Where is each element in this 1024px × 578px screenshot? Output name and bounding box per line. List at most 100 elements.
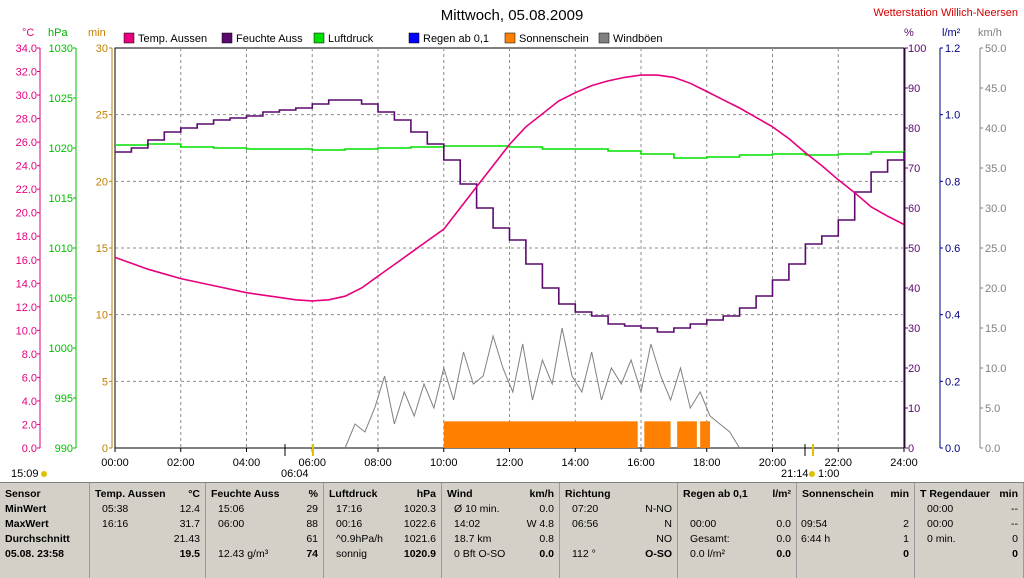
stats-column-header: T Regendauer min	[915, 487, 1023, 502]
stats-column: Sensor MinWert MaxWert Durchschnitt 05.08. 2…	[0, 483, 90, 578]
x-tick-label: 22:00	[824, 457, 852, 469]
legend-item: Luftdruck	[313, 32, 374, 45]
stats-row: 16:16 31.7	[90, 517, 205, 532]
legend-item: Regen ab 0,1	[408, 32, 489, 45]
stats-column-header: Wind km/h	[442, 487, 559, 502]
x-tick-label: 24:00	[890, 457, 918, 469]
stats-cell-value: 2	[903, 518, 909, 530]
chart-title: Mittwoch, 05.08.2009	[441, 7, 584, 24]
stats-row: 15:06 29	[206, 502, 323, 517]
moon-dot-right	[809, 471, 815, 477]
stats-row: 19.5	[90, 547, 205, 562]
stats-cell-value: 12.4	[179, 503, 200, 515]
stats-row: 00:00 --	[915, 517, 1023, 532]
tick-label: 14.0	[16, 278, 37, 290]
tick-label: 1015	[49, 193, 73, 205]
tick-label: 15.0	[985, 323, 1006, 335]
tick-label: 1030	[49, 43, 73, 55]
stats-cell-label: 0 min.	[927, 533, 956, 545]
stats-column-unit: l/m²	[772, 488, 791, 500]
stats-column-title: Sensor	[5, 488, 41, 500]
stats-cell-label: 6:44 h	[801, 533, 831, 545]
tick-label: 25.0	[985, 243, 1006, 255]
stats-cell-value: 1020.9	[403, 548, 436, 560]
unit-label-pct: %	[904, 27, 914, 39]
pressure-line	[115, 143, 905, 159]
stats-column-header: Sonnenschein min	[797, 487, 914, 502]
x-tick-label: 08:00	[364, 457, 392, 469]
stats-cell-value: 31.7	[179, 518, 200, 530]
stats-cell-value: 0.0	[539, 503, 554, 515]
stats-column-title: Luftdruck	[329, 488, 378, 500]
tick-label: 25	[96, 110, 108, 122]
stats-cell-value: 0	[1012, 533, 1018, 545]
x-tick-label: 02:00	[167, 457, 195, 469]
stats-row: Gesamt: 0.0	[678, 532, 796, 547]
x-tick-label: 06:00	[298, 457, 326, 469]
tick-label: 10	[96, 310, 108, 322]
tick-label: 45.0	[985, 83, 1006, 95]
stats-cell-value: 29	[306, 503, 318, 515]
tick-label: 1.2	[945, 43, 960, 55]
wind-gust-line	[344, 327, 741, 449]
stats-row: 00:00 0.0	[678, 517, 796, 532]
tick-label: 0.6	[945, 243, 960, 255]
stats-row	[678, 502, 796, 517]
stats-row: ^0.9hPa/h 1021.6	[324, 532, 441, 547]
axis-rain: 0.0 0.2 0.4 0.6 0.8 1.0 1.2	[939, 43, 960, 455]
stats-column-header: Sensor	[0, 487, 89, 502]
station-name: Wetterstation Willich-Neersen	[873, 7, 1018, 19]
tick-label: 1010	[49, 243, 73, 255]
stats-column-unit: °C	[188, 488, 200, 500]
stats-row: 12.43 g/m³ 74	[206, 547, 323, 562]
tick-label: 0.0	[945, 443, 960, 455]
tick-label: 22.0	[16, 184, 37, 196]
tick-label: 15	[96, 243, 108, 255]
unit-label-min: min	[88, 27, 106, 39]
legend-swatch	[123, 32, 135, 44]
x-tick-label: 14:00	[561, 457, 589, 469]
stats-row: 0	[915, 547, 1023, 562]
tick-label: 8.0	[22, 349, 37, 361]
tick-label: 10	[908, 403, 920, 415]
unit-label-temp: °C	[22, 27, 34, 39]
sunshine-bar	[443, 421, 638, 448]
stats-row: 61	[206, 532, 323, 547]
stats-cell-value: N	[664, 518, 672, 530]
grid-lines	[115, 48, 904, 448]
stats-row: 07:20 N-NO	[560, 502, 677, 517]
tick-label: 26.0	[16, 137, 37, 149]
stats-row: 14:02 W 4.8	[442, 517, 559, 532]
tick-label: 5	[102, 376, 108, 388]
stats-column: Richtung 07:20 N-NO 06:56 N NO 112 ° O-SO	[560, 483, 678, 578]
tick-label: 1005	[49, 293, 73, 305]
x-tick-label: 10:00	[430, 457, 458, 469]
legend-label: Luftdruck	[328, 33, 374, 45]
stats-cell-value: 1022.6	[403, 518, 436, 530]
tick-label: 16.0	[16, 255, 37, 267]
stats-column-header: Richtung	[560, 487, 677, 502]
stats-row-label: MinWert	[5, 503, 47, 515]
stats-cell-value: 74	[306, 548, 318, 560]
stats-column-header: Luftdruck hPa	[324, 487, 441, 502]
tick-label: 10.0	[16, 325, 37, 337]
stats-row: Durchschnitt	[0, 532, 89, 547]
stats-cell-label: Ø 10 min.	[454, 503, 500, 515]
stats-row: 6:44 h 1	[797, 532, 914, 547]
stats-cell-label: 16:16	[102, 518, 129, 530]
stats-cell-value: NO	[656, 533, 672, 545]
tick-label: 1025	[49, 93, 73, 105]
stats-cell-value: 0.0	[539, 548, 554, 560]
tick-label: 20.0	[985, 283, 1006, 295]
stats-cell-value: 61	[306, 533, 318, 545]
legend-label: Regen ab 0,1	[423, 33, 489, 45]
stats-column-title: Temp. Aussen	[95, 488, 166, 500]
tick-label: 4.0	[22, 396, 37, 408]
tick-label: 40.0	[985, 123, 1006, 135]
stats-row-label: MaxWert	[5, 518, 49, 530]
stats-column-title: T Regendauer	[920, 488, 991, 500]
axis-pressure: 990 995 1000 1005 1010 1015 1020 1025 1030	[49, 43, 77, 455]
stats-column-unit: min	[890, 488, 909, 500]
stats-column: Sonnenschein min 09:54 2 6:44 h 1 0	[797, 483, 915, 578]
stats-cell-value: 88	[306, 518, 318, 530]
